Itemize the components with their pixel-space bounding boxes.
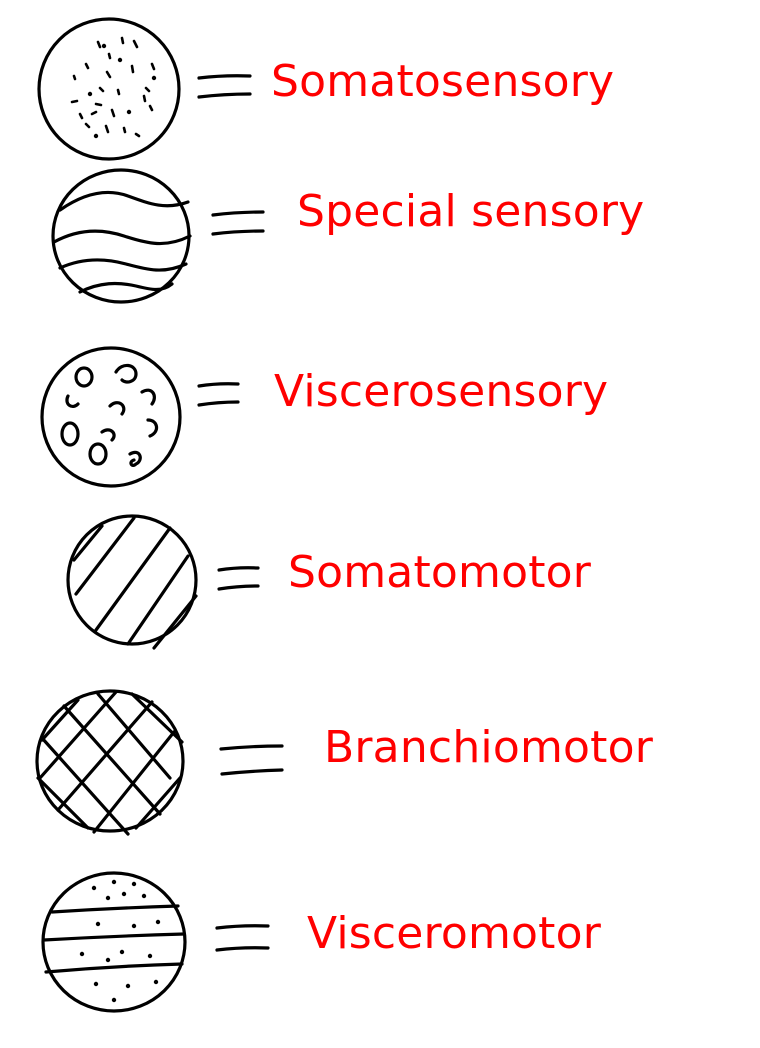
equals-sign-icon [197,74,252,99]
visceromotor-pattern-icon [41,871,187,1013]
special-sensory-label: Special sensory [297,186,645,237]
viscerosensory-pattern-icon [40,346,182,488]
equals-sign-icon [215,924,270,952]
viscerosensory-label: Viscerosensory [274,366,609,417]
somatomotor-label: Somatomotor [288,547,592,598]
equals-sign-icon [211,210,265,236]
somatosensory-pattern-icon [37,17,181,161]
equals-sign-icon [197,382,240,407]
somatosensory-label: Somatosensory [271,56,615,107]
somatomotor-pattern-icon [66,514,198,650]
special-sensory-pattern-icon [51,168,192,304]
branchiomotor-label: Branchiomotor [324,722,653,773]
visceromotor-label: Visceromotor [307,908,602,959]
equals-sign-icon [219,744,284,776]
equals-sign-icon [217,566,260,591]
branchiomotor-pattern-icon [35,689,185,836]
